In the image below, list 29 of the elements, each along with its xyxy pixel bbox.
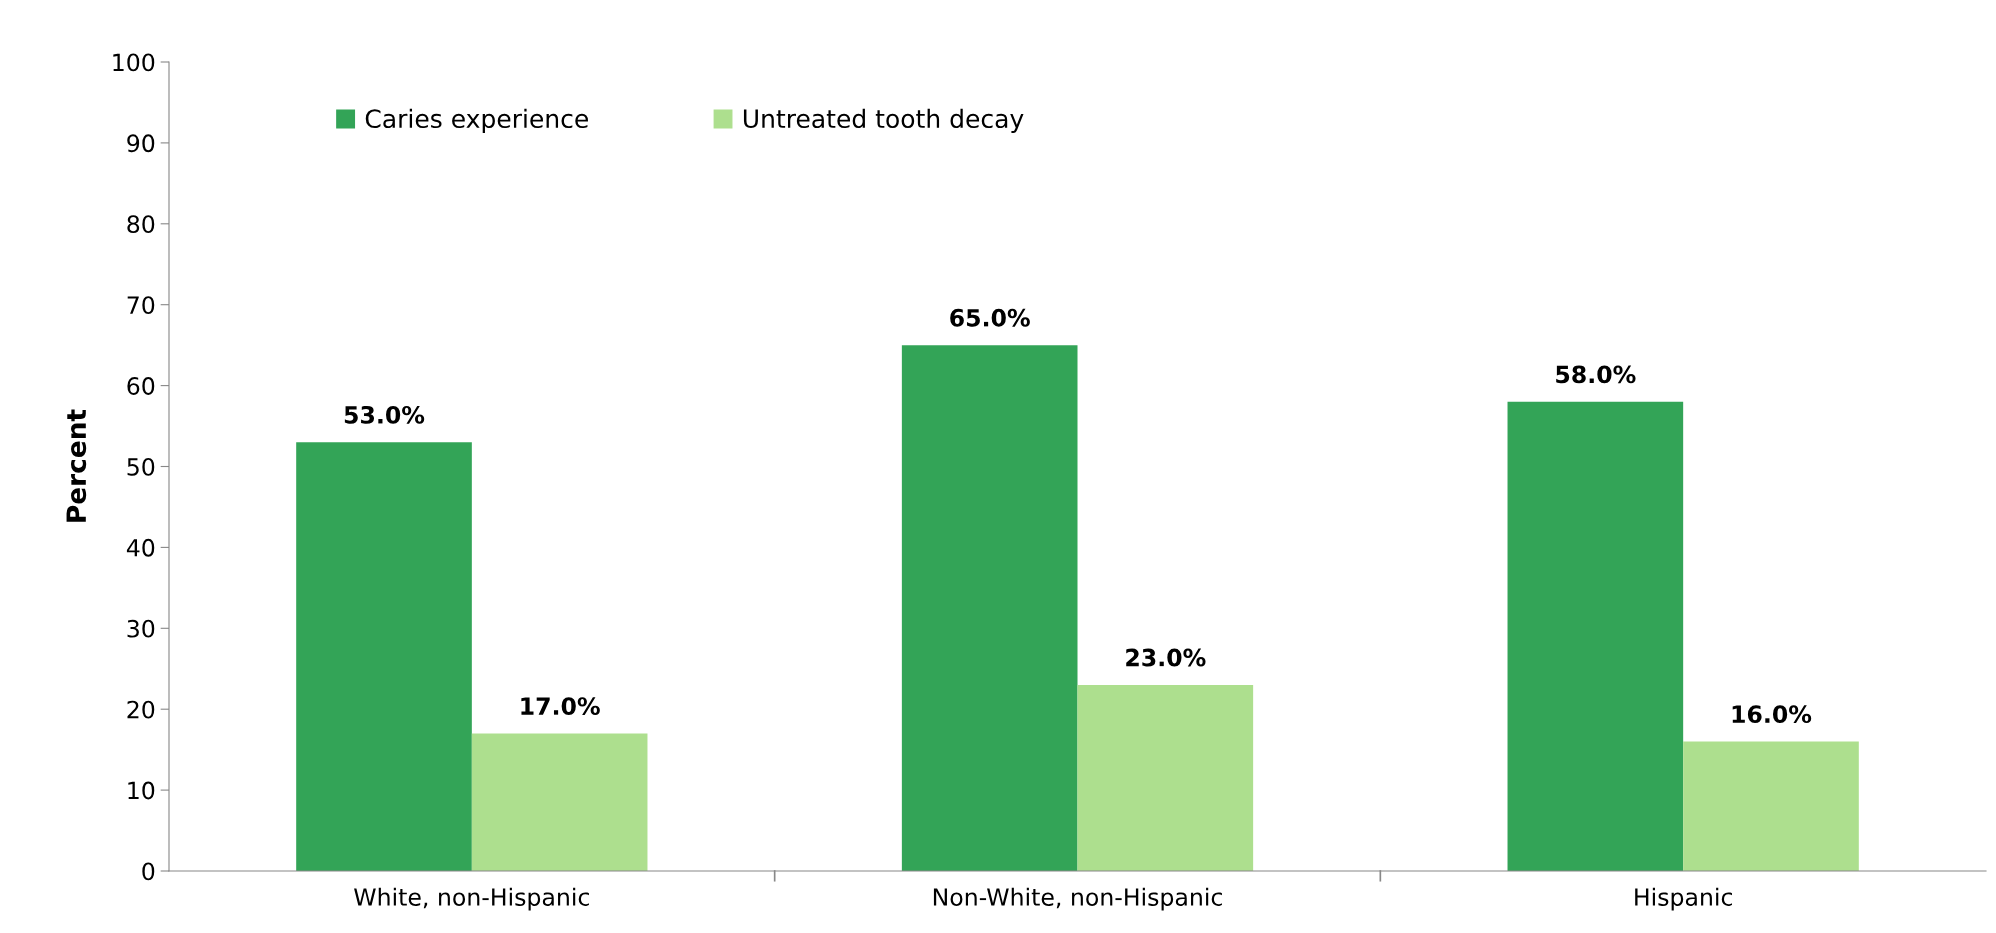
data-label: 58.0% (1556, 365, 1636, 384)
x-tick-label: White, non-Hispanic (354, 887, 589, 911)
data-label: 65.0% (950, 308, 1030, 327)
y-axis-title: Percent (66, 409, 87, 522)
y-tick-label: 30 (127, 619, 155, 638)
y-tick-label: 60 (127, 377, 155, 395)
y-tick-label: 80 (127, 215, 155, 234)
data-label: 17.0% (521, 697, 600, 716)
bar (1077, 684, 1254, 871)
bar (1507, 401, 1684, 871)
x-tick-label: Non-White, non-Hispanic (933, 887, 1222, 911)
bar (1683, 741, 1859, 871)
bar (471, 733, 648, 871)
y-tick-label: 90 (127, 134, 155, 153)
data-label: 53.0% (344, 405, 425, 424)
y-tick-label: 20 (127, 700, 155, 719)
y-tick-label: 40 (126, 538, 155, 557)
bar (296, 442, 472, 871)
y-tick-label: 10 (128, 781, 155, 800)
legend-label: Caries experience (365, 108, 588, 133)
legend-label: Untreated tooth decay (743, 108, 1024, 133)
bar (901, 345, 1078, 871)
y-tick-label: 100 (113, 53, 155, 72)
data-label: 16.0% (1732, 705, 1812, 724)
y-tick-label: 50 (127, 457, 155, 476)
y-tick-label: 70 (127, 296, 155, 315)
y-tick-label: 0 (142, 862, 155, 881)
x-tick-label: Hispanic (1635, 887, 1732, 911)
data-label: 23.0% (1126, 648, 1206, 667)
